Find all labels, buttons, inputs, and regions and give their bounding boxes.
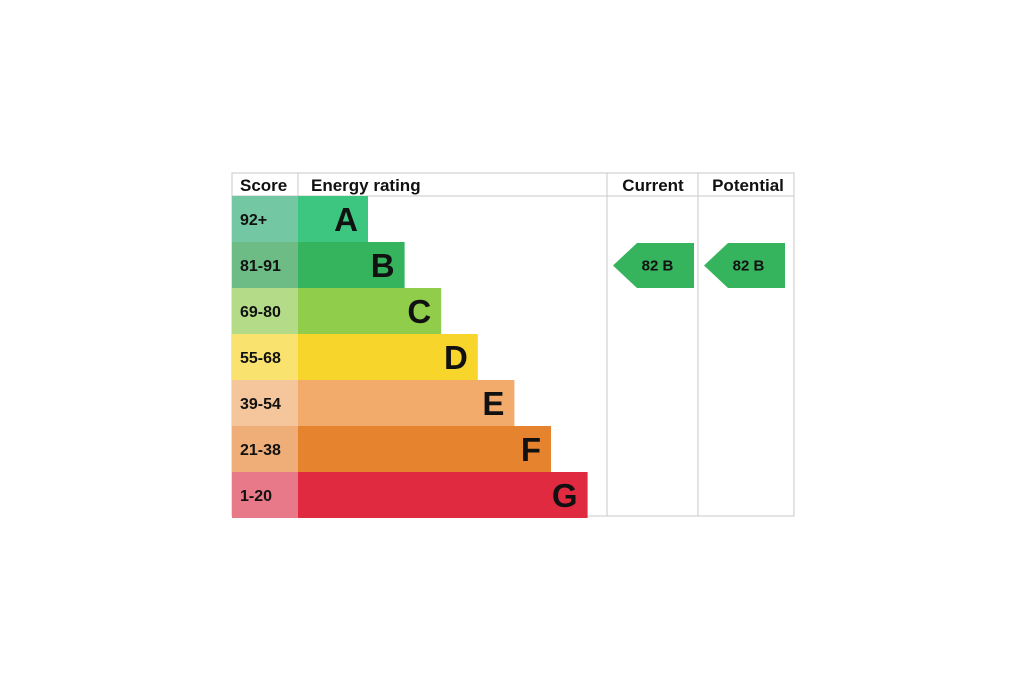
potential-rating-arrow bbox=[704, 243, 785, 288]
band-bar-g bbox=[298, 472, 588, 518]
score-cell-e bbox=[232, 380, 298, 426]
band-bar-f bbox=[298, 426, 551, 472]
band-letter-a: A bbox=[334, 201, 358, 238]
band-bar-c bbox=[298, 288, 442, 334]
current-rating-arrow bbox=[613, 243, 694, 288]
score-range-e: 39-54 bbox=[240, 396, 281, 413]
score-range-b: 81-91 bbox=[240, 258, 281, 275]
score-range-c: 69-80 bbox=[240, 304, 281, 321]
rating-arrows: 82 B 82 B bbox=[613, 243, 785, 288]
score-range-f: 21-38 bbox=[240, 442, 281, 459]
current-rating-arrow-label: 82 B bbox=[642, 258, 674, 275]
score-range-d: 55-68 bbox=[240, 350, 281, 367]
rating-bands: 92+ A 81-91 B 69-80 C 55-68 D 39-54 E 21-38 F 1-20 G bbox=[232, 196, 588, 518]
band-letter-g: G bbox=[552, 477, 578, 514]
score-cell-g bbox=[232, 472, 298, 518]
header-energy-rating: Energy rating bbox=[311, 176, 421, 195]
score-cell-f bbox=[232, 426, 298, 472]
score-cell-b bbox=[232, 242, 298, 288]
band-letter-c: C bbox=[407, 293, 431, 330]
score-range-g: 1-20 bbox=[240, 488, 272, 505]
band-letter-b: B bbox=[371, 247, 395, 284]
score-cell-c bbox=[232, 288, 298, 334]
band-letter-f: F bbox=[521, 431, 541, 468]
band-letter-e: E bbox=[482, 385, 504, 422]
score-range-a: 92+ bbox=[240, 212, 267, 229]
band-bar-d bbox=[298, 334, 478, 380]
header-score: Score bbox=[240, 176, 287, 195]
potential-rating-arrow-label: 82 B bbox=[733, 258, 765, 275]
band-letter-d: D bbox=[444, 339, 468, 376]
header-potential: Potential bbox=[712, 176, 784, 195]
header-current: Current bbox=[622, 176, 684, 195]
score-cell-d bbox=[232, 334, 298, 380]
band-bar-a bbox=[298, 196, 368, 242]
score-cell-a bbox=[232, 196, 298, 242]
band-bar-b bbox=[298, 242, 405, 288]
band-bar-e bbox=[298, 380, 515, 426]
